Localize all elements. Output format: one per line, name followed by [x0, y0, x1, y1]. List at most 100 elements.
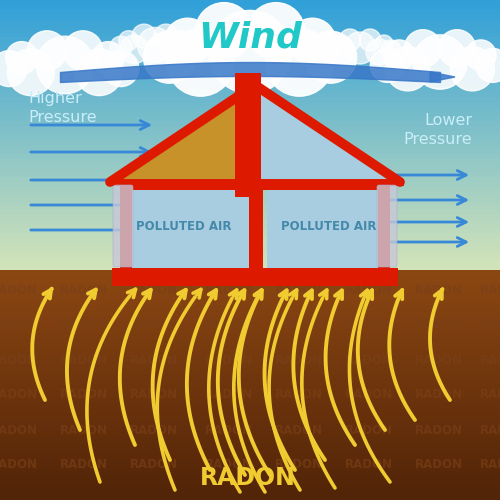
Circle shape [450, 46, 494, 91]
Text: POLLUTED AIR: POLLUTED AIR [281, 220, 377, 232]
Text: RADON: RADON [60, 424, 108, 436]
Text: RADON: RADON [130, 284, 178, 296]
Text: RADON: RADON [130, 388, 178, 402]
FancyBboxPatch shape [377, 185, 397, 267]
Text: RADON: RADON [345, 354, 393, 366]
Text: RADON: RADON [275, 458, 323, 471]
Bar [132, 182, 249, 270]
Circle shape [375, 35, 393, 53]
Circle shape [366, 39, 392, 65]
Circle shape [178, 36, 200, 58]
Circle shape [36, 36, 94, 94]
Text: RADON: RADON [345, 318, 393, 332]
Circle shape [138, 28, 172, 62]
Circle shape [319, 40, 339, 60]
Text: RADON: RADON [130, 318, 178, 332]
Text: RADON: RADON [480, 354, 500, 366]
Text: RADON: RADON [345, 458, 393, 471]
Text: RADON: RADON [205, 284, 253, 296]
Text: RADON: RADON [130, 424, 178, 436]
Text: RADON: RADON [345, 424, 393, 436]
Text: RADON: RADON [415, 318, 463, 332]
Text: RADON: RADON [0, 424, 38, 436]
Text: RADON: RADON [415, 354, 463, 366]
Text: RADON: RADON [60, 284, 108, 296]
Text: RADON: RADON [480, 458, 500, 471]
Circle shape [248, 2, 304, 60]
Circle shape [413, 35, 467, 89]
Text: RADON: RADON [205, 388, 253, 402]
Bar [112, 268, 398, 286]
Circle shape [328, 39, 354, 65]
Text: RADON: RADON [205, 354, 253, 366]
Circle shape [120, 35, 148, 64]
Text: RADON: RADON [480, 388, 500, 402]
Text: RADON: RADON [205, 318, 253, 332]
Text: RADON: RADON [415, 424, 463, 436]
Circle shape [384, 40, 414, 70]
Circle shape [370, 48, 404, 82]
Circle shape [103, 50, 139, 86]
Text: RADON: RADON [275, 388, 323, 402]
Circle shape [327, 35, 345, 53]
Text: POLLUTED AIR: POLLUTED AIR [136, 220, 232, 232]
Circle shape [0, 50, 27, 86]
Text: RADON: RADON [345, 388, 393, 402]
FancyBboxPatch shape [113, 185, 133, 267]
Circle shape [92, 42, 124, 74]
Text: RADON: RADON [60, 458, 108, 471]
Circle shape [118, 30, 139, 50]
Text: RADON: RADON [130, 354, 178, 366]
Circle shape [27, 31, 67, 70]
Bar [120, 182, 132, 270]
Bar [120, 180, 390, 190]
Text: RADON: RADON [60, 318, 108, 332]
Text: RADON: RADON [0, 388, 38, 402]
Text: RADON: RADON [130, 458, 178, 471]
Text: RADON: RADON [205, 458, 253, 471]
Bar [235, 73, 261, 197]
Text: RADON: RADON [275, 354, 323, 366]
Circle shape [289, 18, 336, 65]
Text: RADON: RADON [0, 458, 38, 471]
Circle shape [162, 35, 190, 64]
Circle shape [266, 28, 333, 96]
Polygon shape [430, 72, 455, 82]
Text: RADON: RADON [275, 424, 323, 436]
Text: RADON: RADON [0, 284, 38, 296]
Text: RADON: RADON [480, 284, 500, 296]
Text: Wind: Wind [198, 21, 302, 55]
Text: RADON: RADON [0, 354, 38, 366]
Circle shape [476, 48, 500, 82]
Circle shape [164, 18, 211, 65]
Polygon shape [110, 85, 255, 182]
Text: RADON: RADON [275, 318, 323, 332]
Circle shape [386, 46, 430, 91]
Circle shape [132, 24, 156, 48]
Bar [249, 182, 263, 270]
Text: RADON: RADON [205, 424, 253, 436]
Circle shape [110, 36, 132, 58]
Circle shape [167, 28, 234, 96]
Circle shape [438, 30, 476, 67]
Circle shape [304, 31, 356, 83]
Polygon shape [255, 85, 400, 182]
Circle shape [172, 30, 192, 50]
Text: Lower
Pressure: Lower Pressure [404, 113, 472, 147]
Circle shape [63, 31, 103, 70]
Circle shape [154, 24, 178, 48]
Bar [120, 268, 390, 272]
Bar [267, 182, 378, 270]
Circle shape [76, 49, 122, 96]
Text: Higher
Pressure: Higher Pressure [28, 91, 96, 125]
Text: RADON: RADON [200, 466, 296, 490]
Text: RADON: RADON [415, 458, 463, 471]
Text: RADON: RADON [0, 318, 38, 332]
Bar [378, 182, 390, 270]
Circle shape [344, 32, 376, 64]
Circle shape [196, 2, 252, 60]
Text: RADON: RADON [480, 318, 500, 332]
Text: RADON: RADON [60, 354, 108, 366]
Circle shape [466, 40, 496, 70]
Circle shape [381, 40, 401, 60]
